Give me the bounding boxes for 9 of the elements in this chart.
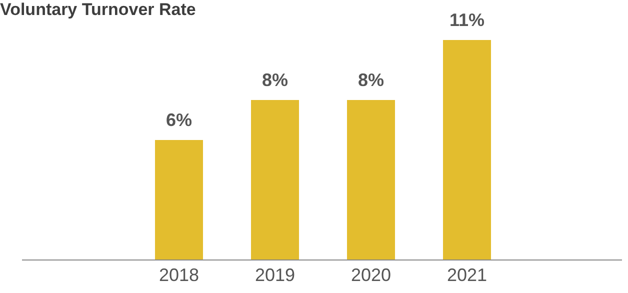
x-tick-label: 2019 [254, 264, 296, 285]
data-label: 6% [166, 110, 192, 130]
x-tick-label: 2021 [446, 264, 488, 285]
data-label: 11% [449, 10, 485, 30]
data-label: 8% [358, 70, 384, 90]
x-tick-label: 2020 [350, 264, 392, 285]
chart-title: Voluntary Turnover Rate [0, 0, 196, 20]
data-label: 8% [262, 70, 288, 90]
x-tick-label: 2018 [158, 264, 200, 285]
